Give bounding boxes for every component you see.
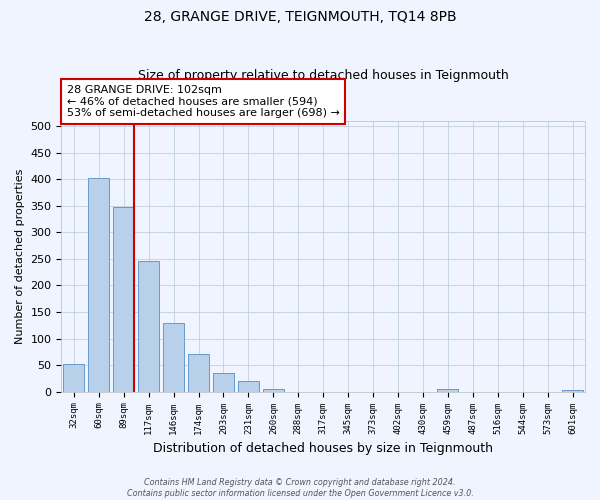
Bar bbox=[113, 208, 134, 392]
Bar bbox=[188, 354, 209, 392]
Bar bbox=[437, 389, 458, 392]
Bar bbox=[88, 178, 109, 392]
Bar bbox=[63, 364, 85, 392]
Text: 28 GRANGE DRIVE: 102sqm
← 46% of detached houses are smaller (594)
53% of semi-d: 28 GRANGE DRIVE: 102sqm ← 46% of detache… bbox=[67, 85, 340, 118]
Bar bbox=[138, 261, 159, 392]
Title: Size of property relative to detached houses in Teignmouth: Size of property relative to detached ho… bbox=[138, 69, 509, 82]
Bar bbox=[163, 322, 184, 392]
Text: Contains HM Land Registry data © Crown copyright and database right 2024.
Contai: Contains HM Land Registry data © Crown c… bbox=[127, 478, 473, 498]
Y-axis label: Number of detached properties: Number of detached properties bbox=[15, 168, 25, 344]
Bar bbox=[562, 390, 583, 392]
X-axis label: Distribution of detached houses by size in Teignmouth: Distribution of detached houses by size … bbox=[153, 442, 493, 455]
Text: 28, GRANGE DRIVE, TEIGNMOUTH, TQ14 8PB: 28, GRANGE DRIVE, TEIGNMOUTH, TQ14 8PB bbox=[143, 10, 457, 24]
Bar bbox=[263, 388, 284, 392]
Bar bbox=[213, 373, 234, 392]
Bar bbox=[238, 380, 259, 392]
